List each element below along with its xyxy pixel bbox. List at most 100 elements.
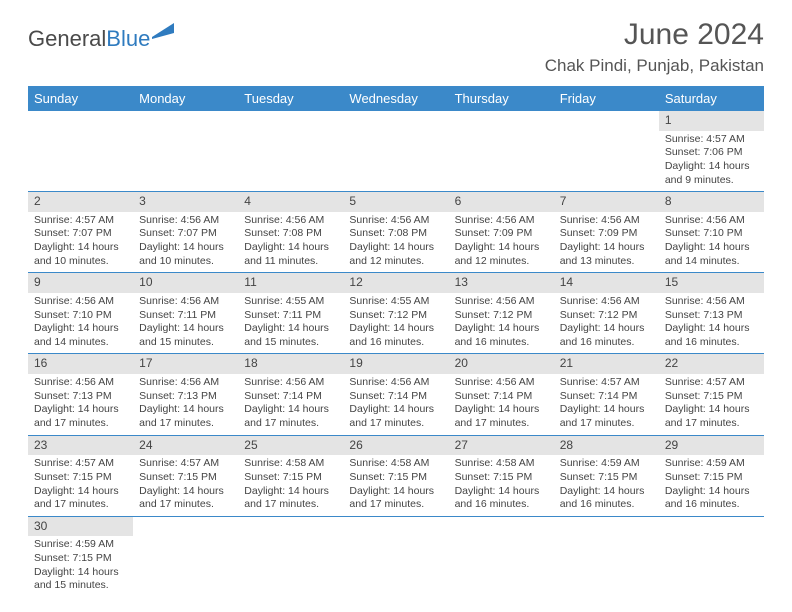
day-info: Sunrise: 4:59 AMSunset: 7:15 PMDaylight:…	[659, 455, 764, 516]
sunset-text: Sunset: 7:15 PM	[349, 471, 442, 485]
calendar-row: 9Sunrise: 4:56 AMSunset: 7:10 PMDaylight…	[28, 273, 764, 354]
sunrise-text: Sunrise: 4:57 AM	[665, 133, 758, 147]
calendar-table: Sunday Monday Tuesday Wednesday Thursday…	[28, 86, 764, 597]
sunrise-text: Sunrise: 4:59 AM	[665, 457, 758, 471]
location: Chak Pindi, Punjab, Pakistan	[545, 56, 764, 76]
daylight-text: Daylight: 14 hours and 15 minutes.	[244, 322, 337, 349]
flag-icon	[152, 23, 178, 41]
daylight-text: Daylight: 14 hours and 17 minutes.	[665, 403, 758, 430]
calendar-cell: 2 Sunrise: 4:57 AMSunset: 7:07 PMDaylight…	[28, 192, 133, 273]
calendar-cell: 10Sunrise: 4:56 AMSunset: 7:11 PMDayligh…	[133, 273, 238, 354]
day-info: Sunrise: 4:56 AMSunset: 7:10 PMDaylight:…	[28, 293, 133, 354]
logo-text-blue: Blue	[106, 26, 150, 52]
day-number: 23	[28, 436, 133, 456]
calendar-cell	[449, 111, 554, 192]
day-number: 4	[238, 192, 343, 212]
sunrise-text: Sunrise: 4:58 AM	[455, 457, 548, 471]
calendar-cell: 24Sunrise: 4:57 AMSunset: 7:15 PMDayligh…	[133, 435, 238, 516]
sunrise-text: Sunrise: 4:56 AM	[139, 295, 232, 309]
calendar-cell: 6Sunrise: 4:56 AMSunset: 7:09 PMDaylight…	[449, 192, 554, 273]
sunrise-text: Sunrise: 4:56 AM	[139, 214, 232, 228]
day-info: Sunrise: 4:58 AMSunset: 7:15 PMDaylight:…	[343, 455, 448, 516]
sunrise-text: Sunrise: 4:57 AM	[34, 214, 127, 228]
weekday-header: Tuesday	[238, 86, 343, 111]
day-info: Sunrise: 4:58 AMSunset: 7:15 PMDaylight:…	[238, 455, 343, 516]
day-number: 12	[343, 273, 448, 293]
calendar-cell: 18Sunrise: 4:56 AMSunset: 7:14 PMDayligh…	[238, 354, 343, 435]
daylight-text: Daylight: 14 hours and 14 minutes.	[34, 322, 127, 349]
calendar-row: 30Sunrise: 4:59 AMSunset: 7:15 PMDayligh…	[28, 516, 764, 597]
sunrise-text: Sunrise: 4:59 AM	[34, 538, 127, 552]
sunrise-text: Sunrise: 4:55 AM	[244, 295, 337, 309]
day-number: 29	[659, 436, 764, 456]
calendar-cell: 16Sunrise: 4:56 AMSunset: 7:13 PMDayligh…	[28, 354, 133, 435]
daylight-text: Daylight: 14 hours and 11 minutes.	[244, 241, 337, 268]
sunset-text: Sunset: 7:15 PM	[139, 471, 232, 485]
day-number: 1	[659, 111, 764, 131]
day-info: Sunrise: 4:56 AMSunset: 7:12 PMDaylight:…	[554, 293, 659, 354]
daylight-text: Daylight: 14 hours and 17 minutes.	[349, 485, 442, 512]
sunset-text: Sunset: 7:10 PM	[665, 227, 758, 241]
calendar-cell: 8Sunrise: 4:56 AMSunset: 7:10 PMDaylight…	[659, 192, 764, 273]
weekday-header: Sunday	[28, 86, 133, 111]
day-info: Sunrise: 4:59 AMSunset: 7:15 PMDaylight:…	[28, 536, 133, 597]
calendar-cell: 15Sunrise: 4:56 AMSunset: 7:13 PMDayligh…	[659, 273, 764, 354]
day-info: Sunrise: 4:59 AMSunset: 7:15 PMDaylight:…	[554, 455, 659, 516]
day-number: 26	[343, 436, 448, 456]
sunset-text: Sunset: 7:13 PM	[34, 390, 127, 404]
sunset-text: Sunset: 7:10 PM	[34, 309, 127, 323]
calendar-cell	[554, 111, 659, 192]
title-block: June 2024 Chak Pindi, Punjab, Pakistan	[545, 18, 764, 76]
daylight-text: Daylight: 14 hours and 16 minutes.	[455, 322, 548, 349]
daylight-text: Daylight: 14 hours and 12 minutes.	[455, 241, 548, 268]
sunrise-text: Sunrise: 4:56 AM	[455, 214, 548, 228]
daylight-text: Daylight: 14 hours and 17 minutes.	[139, 485, 232, 512]
logo: GeneralBlue	[28, 26, 178, 52]
sunset-text: Sunset: 7:13 PM	[139, 390, 232, 404]
calendar-cell	[449, 516, 554, 597]
calendar-cell: 11Sunrise: 4:55 AMSunset: 7:11 PMDayligh…	[238, 273, 343, 354]
daylight-text: Daylight: 14 hours and 17 minutes.	[349, 403, 442, 430]
sunset-text: Sunset: 7:14 PM	[244, 390, 337, 404]
weekday-header: Monday	[133, 86, 238, 111]
sunset-text: Sunset: 7:09 PM	[455, 227, 548, 241]
calendar-cell	[28, 111, 133, 192]
day-number: 14	[554, 273, 659, 293]
daylight-text: Daylight: 14 hours and 17 minutes.	[34, 485, 127, 512]
daylight-text: Daylight: 14 hours and 16 minutes.	[665, 322, 758, 349]
calendar-cell: 20Sunrise: 4:56 AMSunset: 7:14 PMDayligh…	[449, 354, 554, 435]
day-number: 2	[28, 192, 133, 212]
day-info: Sunrise: 4:56 AMSunset: 7:13 PMDaylight:…	[28, 374, 133, 435]
sunset-text: Sunset: 7:15 PM	[665, 471, 758, 485]
calendar-cell: 3Sunrise: 4:56 AMSunset: 7:07 PMDaylight…	[133, 192, 238, 273]
calendar-row: 23Sunrise: 4:57 AMSunset: 7:15 PMDayligh…	[28, 435, 764, 516]
day-number: 22	[659, 354, 764, 374]
sunset-text: Sunset: 7:07 PM	[34, 227, 127, 241]
sunset-text: Sunset: 7:07 PM	[139, 227, 232, 241]
calendar-cell	[343, 516, 448, 597]
sunset-text: Sunset: 7:12 PM	[560, 309, 653, 323]
calendar-cell: 29Sunrise: 4:59 AMSunset: 7:15 PMDayligh…	[659, 435, 764, 516]
weekday-header: Saturday	[659, 86, 764, 111]
calendar-cell: 7Sunrise: 4:56 AMSunset: 7:09 PMDaylight…	[554, 192, 659, 273]
day-number: 5	[343, 192, 448, 212]
logo-text-dark: General	[28, 26, 106, 52]
daylight-text: Daylight: 14 hours and 10 minutes.	[34, 241, 127, 268]
day-info: Sunrise: 4:56 AMSunset: 7:09 PMDaylight:…	[449, 212, 554, 273]
day-info: Sunrise: 4:56 AMSunset: 7:08 PMDaylight:…	[238, 212, 343, 273]
daylight-text: Daylight: 14 hours and 17 minutes.	[455, 403, 548, 430]
sunset-text: Sunset: 7:15 PM	[34, 552, 127, 566]
month-title: June 2024	[545, 18, 764, 52]
daylight-text: Daylight: 14 hours and 17 minutes.	[34, 403, 127, 430]
sunset-text: Sunset: 7:14 PM	[455, 390, 548, 404]
daylight-text: Daylight: 14 hours and 9 minutes.	[665, 160, 758, 187]
sunrise-text: Sunrise: 4:57 AM	[139, 457, 232, 471]
sunrise-text: Sunrise: 4:56 AM	[244, 214, 337, 228]
day-info: Sunrise: 4:58 AMSunset: 7:15 PMDaylight:…	[449, 455, 554, 516]
day-number: 11	[238, 273, 343, 293]
day-info: Sunrise: 4:56 AMSunset: 7:11 PMDaylight:…	[133, 293, 238, 354]
sunrise-text: Sunrise: 4:56 AM	[139, 376, 232, 390]
day-info: Sunrise: 4:56 AMSunset: 7:10 PMDaylight:…	[659, 212, 764, 273]
sunset-text: Sunset: 7:15 PM	[244, 471, 337, 485]
sunrise-text: Sunrise: 4:56 AM	[455, 295, 548, 309]
